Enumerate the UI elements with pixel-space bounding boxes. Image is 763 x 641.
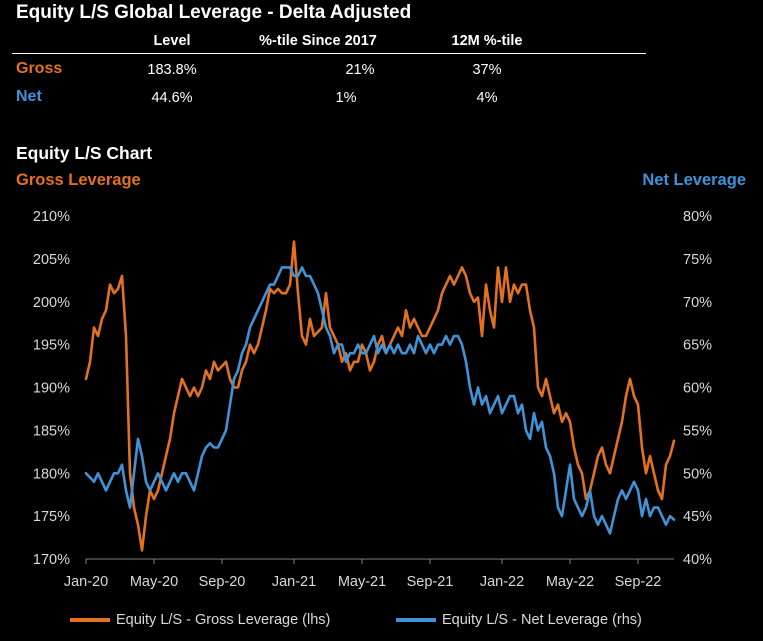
x-tick-label: Sep-21 — [407, 574, 454, 590]
left-y-tick-label: 180% — [33, 466, 70, 482]
right-y-tick-label: 75% — [683, 252, 712, 268]
right-y-tick-label: 65% — [683, 338, 712, 354]
chart-legend: Equity L/S - Gross Leverage (lhs) Equity… — [0, 612, 763, 634]
net-pct-since-2017: 1% — [335, 90, 357, 106]
x-tick-label: May-20 — [130, 574, 178, 590]
right-y-tick-label: 70% — [683, 295, 712, 311]
gross-pct-since-2017: 21% — [345, 62, 375, 78]
net-pct-12m: 4% — [476, 90, 498, 106]
x-tick-label: May-21 — [338, 574, 386, 590]
left-y-tick-label: 175% — [33, 509, 70, 525]
net-leverage-line — [84, 266, 676, 535]
right-axis-title: Net Leverage — [642, 171, 746, 189]
page-title: Equity L/S Global Leverage - Delta Adjus… — [16, 2, 412, 23]
left-y-tick-label: 205% — [33, 252, 70, 268]
row-label-net: Net — [16, 88, 42, 105]
right-y-tick-label: 55% — [683, 423, 712, 439]
legend-swatch-net — [396, 618, 436, 622]
x-tick-label: Jan-21 — [272, 574, 316, 590]
right-y-tick-label: 60% — [683, 381, 712, 397]
right-y-tick-label: 40% — [683, 552, 712, 568]
table-divider — [12, 53, 646, 54]
gross-leverage-line — [84, 240, 676, 552]
chart-title: Equity L/S Chart — [16, 143, 153, 163]
header-pct-since-2017: %-tile Since 2017 — [259, 33, 377, 49]
x-tick-label: May-22 — [546, 574, 594, 590]
row-label-gross: Gross — [16, 60, 63, 77]
left-y-tick-label: 210% — [33, 209, 70, 225]
legend-label-net: Equity L/S - Net Leverage (rhs) — [442, 612, 642, 628]
left-y-tick-label: 190% — [33, 381, 70, 397]
x-tick-label: Jan-20 — [64, 574, 108, 590]
right-y-tick-label: 80% — [683, 209, 712, 225]
right-y-tick-label: 45% — [683, 509, 712, 525]
header-level: Level — [153, 33, 191, 49]
right-y-tick-label: 50% — [683, 466, 712, 482]
left-y-tick-label: 185% — [33, 423, 70, 439]
legend-item-net: Equity L/S - Net Leverage (rhs) — [396, 612, 642, 628]
gross-pct-12m: 37% — [472, 62, 502, 78]
legend-swatch-gross — [70, 618, 110, 622]
x-tick-label: Sep-20 — [199, 574, 246, 590]
header-pct-12m: 12M %-tile — [451, 33, 523, 49]
gross-level: 183.8% — [147, 62, 197, 78]
left-axis-title: Gross Leverage — [16, 171, 141, 189]
left-y-tick-label: 200% — [33, 295, 70, 311]
left-y-tick-label: 170% — [33, 552, 70, 568]
x-tick-label: Sep-22 — [615, 574, 662, 590]
left-y-tick-label: 195% — [33, 338, 70, 354]
net-level: 44.6% — [151, 90, 193, 106]
legend-label-gross: Equity L/S - Gross Leverage (lhs) — [116, 612, 331, 628]
summary-table: Level %-tile Since 2017 12M %-tile Gross… — [0, 0, 763, 120]
legend-item-gross: Equity L/S - Gross Leverage (lhs) — [70, 612, 330, 628]
x-tick-label: Jan-22 — [480, 574, 524, 590]
